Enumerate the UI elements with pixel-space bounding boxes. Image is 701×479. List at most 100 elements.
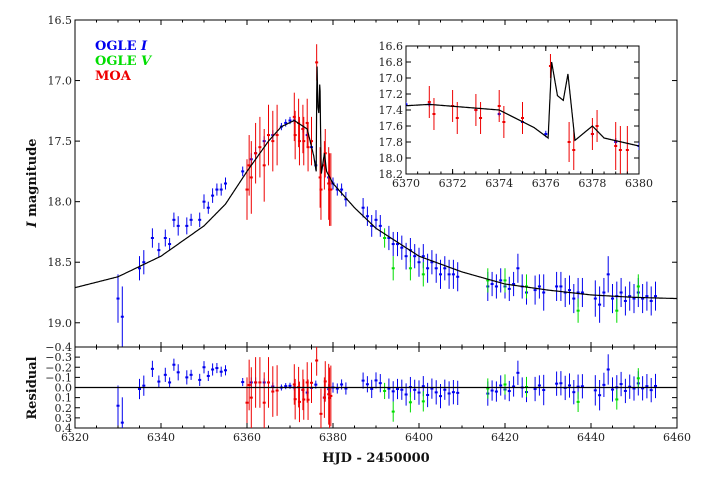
data-point (284, 385, 288, 388)
data-point (432, 113, 436, 115)
data-point (322, 164, 326, 167)
data-point (576, 291, 580, 294)
data-point (391, 267, 395, 270)
data-point (329, 394, 333, 397)
data-point (507, 287, 511, 290)
data-point (245, 188, 249, 191)
data-point (451, 273, 455, 276)
data-point (120, 421, 124, 424)
y-axis-label: I magnitude (25, 138, 40, 228)
data-point (247, 164, 251, 167)
data-point (645, 295, 649, 298)
x-tick-label: 6370 (392, 177, 420, 190)
y-tick-label: −0.2 (45, 361, 72, 374)
data-point (430, 261, 434, 264)
data-point (361, 206, 365, 209)
data-point (413, 255, 417, 258)
data-point (443, 388, 447, 391)
data-point (502, 121, 506, 123)
data-point (559, 285, 563, 288)
data-point (447, 273, 451, 276)
data-point (494, 390, 498, 393)
data-point (396, 388, 399, 391)
data-point (391, 243, 395, 246)
data-point (284, 121, 288, 124)
data-point (319, 188, 323, 191)
legend-label-italic: V (141, 54, 153, 69)
data-point (241, 170, 245, 173)
data-point (288, 119, 292, 122)
data-point (590, 133, 594, 135)
data-point (615, 398, 619, 401)
data-point (649, 389, 653, 392)
data-point (426, 267, 430, 270)
data-point (572, 149, 576, 151)
y-tick-label: 18.0 (48, 196, 73, 209)
x-tick-label: 6372 (439, 177, 467, 190)
data-point (474, 109, 478, 111)
data-point (176, 371, 180, 374)
data-point (310, 381, 313, 384)
data-point (512, 385, 516, 388)
data-point (292, 383, 296, 386)
data-point (198, 218, 202, 221)
data-point (595, 125, 599, 127)
y-tick-label: 0.0 (55, 382, 73, 395)
data-point (319, 412, 323, 415)
y-tick-label: 18.5 (48, 256, 73, 269)
data-point (421, 400, 425, 403)
data-point (568, 289, 571, 292)
data-point (417, 391, 421, 394)
data-point (413, 388, 417, 391)
y-tick-label: −0.1 (45, 371, 72, 384)
data-point (189, 218, 193, 221)
data-point (593, 297, 597, 300)
y-tick-label: 19.0 (48, 317, 73, 330)
data-point (219, 188, 223, 191)
data-point (215, 188, 219, 191)
data-point (544, 133, 548, 135)
y-tick-label: 17.2 (379, 88, 404, 101)
y-tick-label: 16.8 (379, 56, 404, 69)
data-point (490, 389, 494, 392)
x-tick-label: 6400 (405, 431, 433, 444)
data-point (400, 388, 404, 391)
data-point (497, 105, 501, 107)
data-point (614, 145, 618, 147)
data-point (533, 289, 537, 292)
data-point (580, 291, 584, 294)
data-point (271, 390, 275, 393)
data-point (305, 121, 309, 124)
data-point (499, 279, 503, 282)
data-point (636, 377, 640, 380)
data-point (417, 261, 421, 264)
data-point (211, 368, 215, 371)
data-point (150, 237, 154, 239)
data-point (323, 380, 327, 383)
data-point (374, 379, 378, 382)
y-tick-label: 0.2 (55, 402, 73, 415)
data-point (315, 61, 319, 64)
data-point (241, 381, 245, 384)
data-point (628, 385, 632, 388)
data-point (176, 224, 180, 227)
data-point (598, 303, 602, 306)
data-point (258, 381, 262, 384)
data-point (374, 218, 378, 221)
data-point (185, 376, 189, 379)
data-point (215, 367, 219, 370)
data-point (258, 146, 262, 149)
data-point (555, 382, 559, 385)
data-point (116, 297, 120, 300)
data-point (327, 182, 331, 185)
y-tick-label: 17.8 (379, 136, 404, 149)
data-point (267, 381, 270, 384)
data-point (310, 140, 313, 143)
data-point (150, 367, 154, 370)
data-point (427, 101, 431, 103)
data-point (628, 295, 632, 298)
x-tick-label: 6320 (61, 431, 89, 444)
x-tick-label: 6340 (147, 431, 175, 444)
data-point (254, 152, 258, 155)
data-point (421, 273, 425, 276)
